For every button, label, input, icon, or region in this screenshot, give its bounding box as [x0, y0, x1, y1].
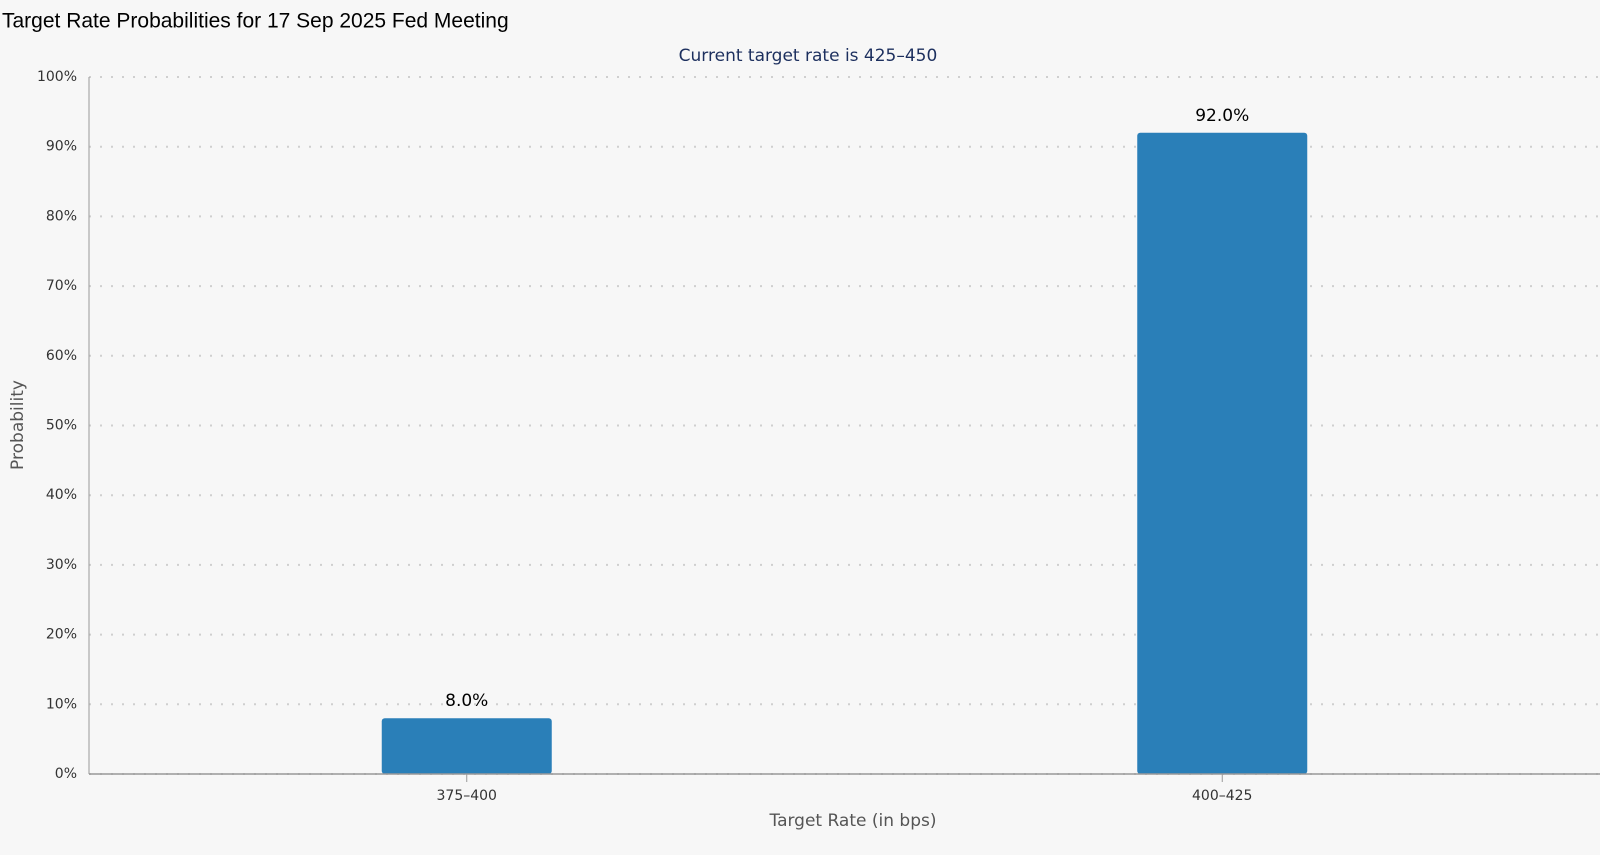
value-label: 92.0%: [1195, 106, 1249, 126]
y-tick-label: 80%: [46, 208, 77, 224]
y-tick-label: 90%: [46, 139, 77, 155]
bar: [1137, 132, 1308, 774]
x-tick-label: 400–425: [1192, 788, 1252, 804]
y-tick-label: 20%: [46, 627, 77, 643]
y-tick-label: 60%: [46, 348, 77, 364]
x-axis-label: Target Rate (in bps): [769, 811, 937, 831]
y-tick-label: 10%: [46, 696, 77, 712]
y-tick-label: 40%: [46, 487, 77, 503]
y-tick-label: 100%: [37, 69, 77, 85]
chart-subtitle: Current target rate is 425–450: [679, 46, 938, 66]
y-axis-label: Probability: [8, 380, 28, 470]
value-label: 8.0%: [445, 691, 488, 711]
x-tick-label: 375–400: [437, 788, 497, 804]
y-tick-label: 70%: [46, 278, 77, 294]
y-tick-label: 50%: [46, 418, 77, 434]
y-tick-label: 30%: [46, 557, 77, 573]
y-tick-label: 0%: [55, 766, 77, 782]
bar: [381, 718, 552, 774]
chart-title: Target Rate Probabilities for 17 Sep 202…: [2, 10, 509, 33]
